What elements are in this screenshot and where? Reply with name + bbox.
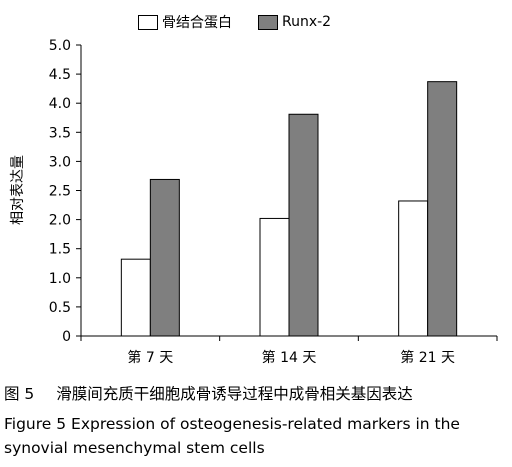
- x-tick-label: 第 21 天: [400, 349, 455, 366]
- y-tick-label: 3.5: [49, 125, 71, 141]
- y-tick-label: 5.0: [49, 38, 71, 54]
- y-tick-label: 1.5: [49, 242, 71, 258]
- legend-swatch-runx2: [258, 14, 278, 30]
- legend-swatch-osteopontin: [138, 14, 158, 30]
- legend-item-runx2: Runx-2: [258, 14, 331, 30]
- y-axis-title: 相对表达量: [10, 155, 26, 225]
- y-tick-label: 0: [62, 329, 71, 345]
- y-tick-label: 4.5: [49, 67, 71, 83]
- x-tick-label: 第 7 天: [127, 349, 173, 366]
- y-tick-label: 4.0: [49, 96, 71, 112]
- y-tick-label: 3.0: [49, 154, 71, 170]
- bar-osteopontin: [398, 200, 429, 337]
- y-tick-label: 1.0: [49, 271, 71, 287]
- legend-item-osteopontin: 骨结合蛋白: [138, 12, 232, 32]
- bar-runx2: [288, 113, 319, 337]
- y-tick-label: 0.5: [49, 300, 71, 316]
- caption-english-line1: Figure 5 Expression of osteogenesis-rela…: [4, 415, 460, 433]
- bar-osteopontin: [120, 258, 151, 337]
- legend: 骨结合蛋白 Runx-2: [138, 12, 357, 32]
- caption-chinese-label: 图 5: [4, 385, 35, 403]
- caption-chinese: 图 5 滑膜间充质干细胞成骨诱导过程中成骨相关基因表达: [4, 383, 510, 405]
- bar-runx2: [149, 178, 180, 337]
- caption-english-line2: synovial mesenchymal stem cells: [4, 439, 265, 457]
- legend-label-osteopontin: 骨结合蛋白: [162, 15, 232, 31]
- x-tick-label: 第 14 天: [262, 349, 317, 366]
- caption-chinese-text: 滑膜间充质干细胞成骨诱导过程中成骨相关基因表达: [56, 385, 413, 403]
- y-tick-label: 2.0: [49, 213, 71, 229]
- legend-label-runx2: Runx-2: [282, 14, 332, 30]
- y-tick-label: 2.5: [49, 184, 71, 200]
- bar-osteopontin: [259, 217, 290, 337]
- bar-runx2: [427, 81, 458, 337]
